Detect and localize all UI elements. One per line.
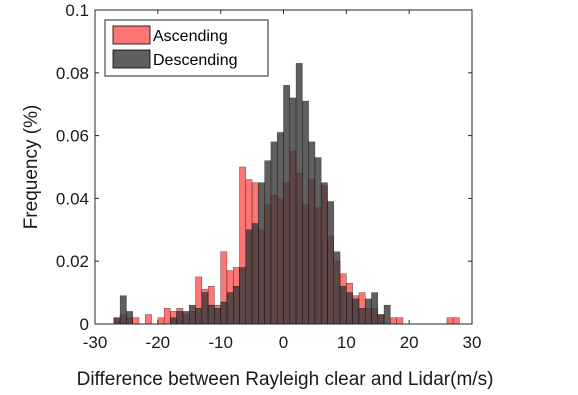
bar-descending xyxy=(239,267,247,325)
x-tick-label: -10 xyxy=(208,333,233,352)
axis-ticks: -30 -20 -10 0 10 20 30 0 0.02 0.04 0.06 0.08 0.1 xyxy=(56,1,482,352)
legend-label-descending: Descending xyxy=(153,52,238,69)
bars-layer xyxy=(113,63,460,325)
bar-descending xyxy=(113,317,121,325)
x-tick-label: 30 xyxy=(463,333,482,352)
bar-ascending xyxy=(132,317,140,325)
bar-descending xyxy=(314,157,322,325)
y-tick-label: 0.02 xyxy=(56,252,89,271)
legend-swatch-ascending xyxy=(112,25,151,45)
legend-swatch-descending xyxy=(112,49,151,69)
bar-descending xyxy=(302,100,309,325)
legend: Ascending Descending xyxy=(104,19,269,77)
bar-descending xyxy=(251,223,259,325)
bar-descending xyxy=(220,301,228,325)
bar-descending xyxy=(346,292,353,325)
y-tick-label: 0.1 xyxy=(65,1,89,20)
bar-ascending xyxy=(446,317,454,325)
bar-descending xyxy=(232,286,240,325)
bar-descending xyxy=(327,201,335,325)
bar-ascending xyxy=(390,317,397,325)
y-tick-label: 0.06 xyxy=(56,127,89,146)
bar-descending xyxy=(383,304,391,325)
bar-descending xyxy=(245,229,253,325)
bar-descending xyxy=(264,160,272,325)
bar-ascending xyxy=(452,317,460,325)
bar-descending xyxy=(333,251,341,325)
bar-ascending xyxy=(396,317,404,325)
bar-descending xyxy=(195,308,203,325)
bar-descending xyxy=(176,311,184,325)
bar-descending xyxy=(276,132,284,325)
bar-descending xyxy=(201,292,209,325)
bar-descending xyxy=(364,298,372,325)
bar-descending xyxy=(308,141,316,325)
bar-ascending xyxy=(163,308,171,325)
bar-descending xyxy=(289,97,297,325)
bar-descending xyxy=(126,311,133,325)
x-axis-label: Difference between Rayleigh clear and Li… xyxy=(77,369,494,390)
bar-descending xyxy=(226,292,234,325)
bar-ascending xyxy=(157,317,165,325)
bar-descending xyxy=(339,286,347,325)
bar-descending xyxy=(170,317,177,325)
y-tick-label: 0.08 xyxy=(56,64,89,83)
bar-descending xyxy=(371,292,379,325)
bar-descending xyxy=(189,304,196,325)
bar-descending xyxy=(295,63,303,325)
bar-descending xyxy=(207,304,215,325)
x-tick-label: -30 xyxy=(83,333,108,352)
bar-descending xyxy=(182,311,190,325)
y-tick-label: 0 xyxy=(80,315,89,334)
x-tick-label: -20 xyxy=(146,333,171,352)
x-tick-label: 10 xyxy=(337,333,356,352)
bar-ascending xyxy=(145,314,152,325)
x-tick-label: 0 xyxy=(279,333,288,352)
x-tick-label: 20 xyxy=(400,333,419,352)
bar-descending xyxy=(352,298,360,325)
y-axis-label: Frequency (%) xyxy=(21,105,42,230)
bar-descending xyxy=(358,308,366,325)
bar-descending xyxy=(270,141,278,325)
legend-label-ascending: Ascending xyxy=(153,28,228,45)
bar-descending xyxy=(258,182,265,325)
y-tick-label: 0.04 xyxy=(56,189,89,208)
bar-descending xyxy=(377,314,385,325)
bar-descending xyxy=(283,85,291,325)
bar-descending xyxy=(119,295,127,325)
bar-descending xyxy=(214,308,221,325)
bar-descending xyxy=(320,182,328,325)
